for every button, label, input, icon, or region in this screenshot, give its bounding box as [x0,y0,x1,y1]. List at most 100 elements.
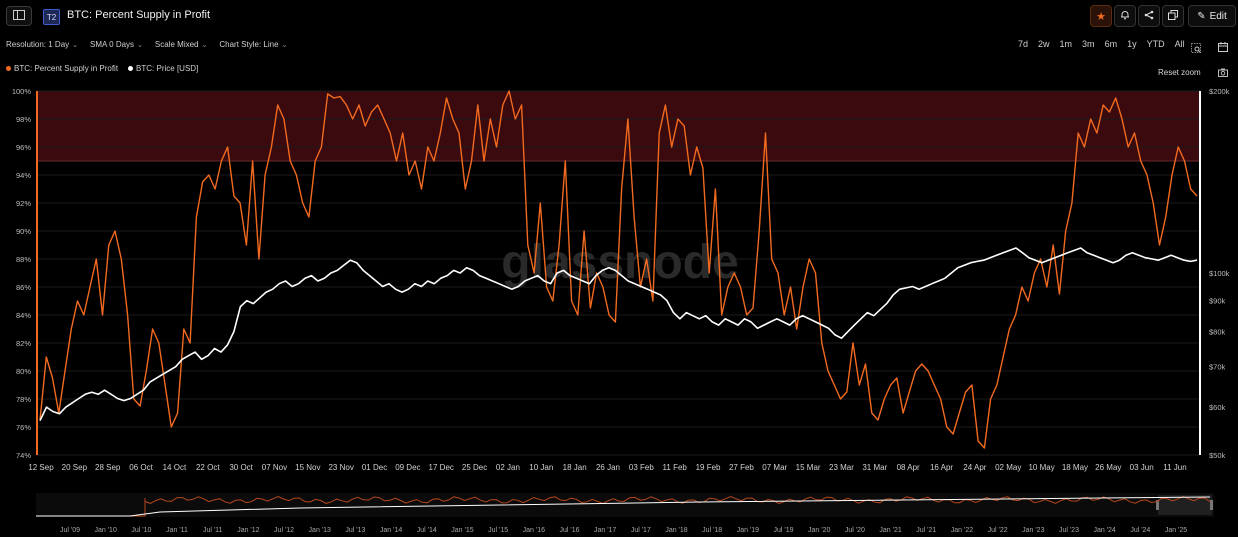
navigator-tick-label: Jan '10 [94,527,116,534]
share-icon [1144,10,1154,23]
range-1y[interactable]: 1y [1127,39,1137,49]
range-7d[interactable]: 7d [1018,39,1029,49]
range-2w[interactable]: 2w [1038,39,1050,49]
x-tick-label: 16 Apr [930,463,953,472]
range-6m[interactable]: 6m [1104,39,1118,49]
navigator-tick-label: Jul '10 [131,527,151,534]
x-tick-label: 08 Apr [897,463,920,472]
sidebar-toggle-icon [13,7,25,25]
chevron-down-icon: ⌄ [137,41,143,49]
chart-controls: Resolution: 1 Day ⌄ SMA 0 Days ⌄ Scale Mix… [6,40,287,49]
x-tick-label: 28 Sep [95,463,121,472]
y-left-tick-label: 78% [16,395,31,404]
y-left-tick-label: 80% [16,367,31,376]
x-tick-label: 11 Jun [1163,463,1186,472]
legend-item-price[interactable]: BTC: Price [USD] [128,64,198,73]
legend-item-supply[interactable]: BTC: Percent Supply in Profit [6,64,118,73]
chart-style-select[interactable]: Chart Style: Line ⌄ [219,40,287,49]
range-1m[interactable]: 1m [1059,39,1073,49]
navigator-tick-label: Jul '14 [417,527,437,534]
navigator-tick-label: Jul '15 [488,527,508,534]
reset-zoom-button[interactable]: Reset zoom [1158,68,1201,77]
x-tick-label: 14 Oct [163,463,187,472]
navigator-tick-label: Jan '23 [1022,527,1044,534]
camera-icon [1218,68,1228,79]
resolution-select[interactable]: Resolution: 1 Day ⌄ [6,40,78,49]
navigator-tick-label: Jan '22 [951,527,973,534]
navigator-tick-label: Jul '09 [60,527,80,534]
navigator-tick-label: Jan '18 [665,527,687,534]
x-tick-label: 01 Dec [362,463,387,472]
watermark: glassnode [501,236,738,289]
navigator-handle-left [1156,500,1159,510]
range-selector: 7d 2w 1m 3m 6m 1y YTD All [1013,39,1190,49]
zoom-select-button[interactable] [1191,40,1201,58]
share-button[interactable] [1138,5,1160,27]
x-tick-label: 25 Dec [462,463,487,472]
x-tick-label: 11 Feb [663,463,688,472]
x-tick-label: 18 Jan [563,463,587,472]
legend-label: BTC: Price [USD] [136,64,199,73]
favorite-button[interactable]: ★ [1090,5,1112,27]
range-all[interactable]: All [1174,39,1185,49]
legend-dot [6,66,11,72]
chevron-down-icon: ⌄ [201,41,208,49]
chart-badge: T2 [43,9,60,25]
navigator-tick-label: Jul '11 [203,527,223,534]
navigator-tick-label: Jul '12 [274,527,294,534]
pencil-icon: ✎ [1197,10,1206,22]
navigator-tick-label: Jan '21 [879,527,901,534]
top-bar: T2 BTC: Percent Supply in Profit ★ ✎ Edi… [0,0,1238,32]
copy-button[interactable] [1162,5,1184,27]
y-right-tick-label: $100k [1209,269,1230,278]
range-ytd[interactable]: YTD [1146,39,1165,49]
y-left-tick-label: 100% [12,87,32,96]
navigator-tick-label: Jan '16 [523,527,545,534]
x-tick-label: 15 Mar [796,463,821,472]
zoom-select-icon [1191,40,1201,57]
navigator-tick-label: Jul '24 [1130,527,1150,534]
legend-dot [128,66,134,72]
x-tick-label: 19 Feb [696,463,721,472]
sma-select[interactable]: SMA 0 Days ⌄ [90,40,143,49]
y-right-tick-label: $200k [1209,87,1230,96]
range-3m[interactable]: 3m [1082,39,1095,49]
x-tick-label: 07 Mar [762,463,787,472]
calendar-button[interactable] [1218,39,1228,57]
navigator-tick-label: Jul '20 [845,527,865,534]
x-tick-label: 24 Apr [963,463,986,472]
supply-in-profit-line [39,90,1198,449]
x-tick-label: 09 Dec [395,463,420,472]
profit-zone [37,91,1200,161]
legend-label: BTC: Percent Supply in Profit [14,64,119,73]
navigator-supply-line [36,495,1211,517]
navigator-tick-label: Jan '24 [1093,527,1115,534]
alert-button[interactable] [1114,5,1136,27]
x-tick-label: 17 Dec [429,463,454,472]
y-left-tick-label: 88% [16,255,31,264]
y-left-tick-label: 96% [16,143,31,152]
scale-select[interactable]: Scale Mixed ⌄ [155,40,207,49]
navigator-price-line [36,496,1211,517]
navigator-tick-label: Jul '19 [774,527,794,534]
x-tick-label: 26 May [1095,463,1121,472]
copy-icon [1168,9,1178,23]
chart-style-label: Chart Style: Line [219,40,279,49]
x-tick-label: 10 May [1028,463,1054,472]
navigator-tick-label: Jan '19 [737,527,759,534]
star-icon: ★ [1096,10,1106,23]
y-left-tick-label: 94% [16,171,31,180]
y-right-tick-label: $60k [1209,403,1226,412]
resolution-label: Resolution: 1 Day [6,40,70,49]
x-tick-label: 15 Nov [295,463,320,472]
page-title: BTC: Percent Supply in Profit [67,9,211,21]
y-right-tick-label: $70k [1209,363,1226,372]
navigator-tick-label: Jan '11 [166,527,188,534]
screenshot-button[interactable] [1218,68,1228,79]
navigator-tick-label: Jan '17 [594,527,616,534]
sidebar-toggle-button[interactable] [6,6,32,26]
edit-button[interactable]: ✎ Edit [1188,5,1236,27]
navigator-tick-label: Jan '15 [451,527,473,534]
navigator-handle-right [1210,500,1213,510]
